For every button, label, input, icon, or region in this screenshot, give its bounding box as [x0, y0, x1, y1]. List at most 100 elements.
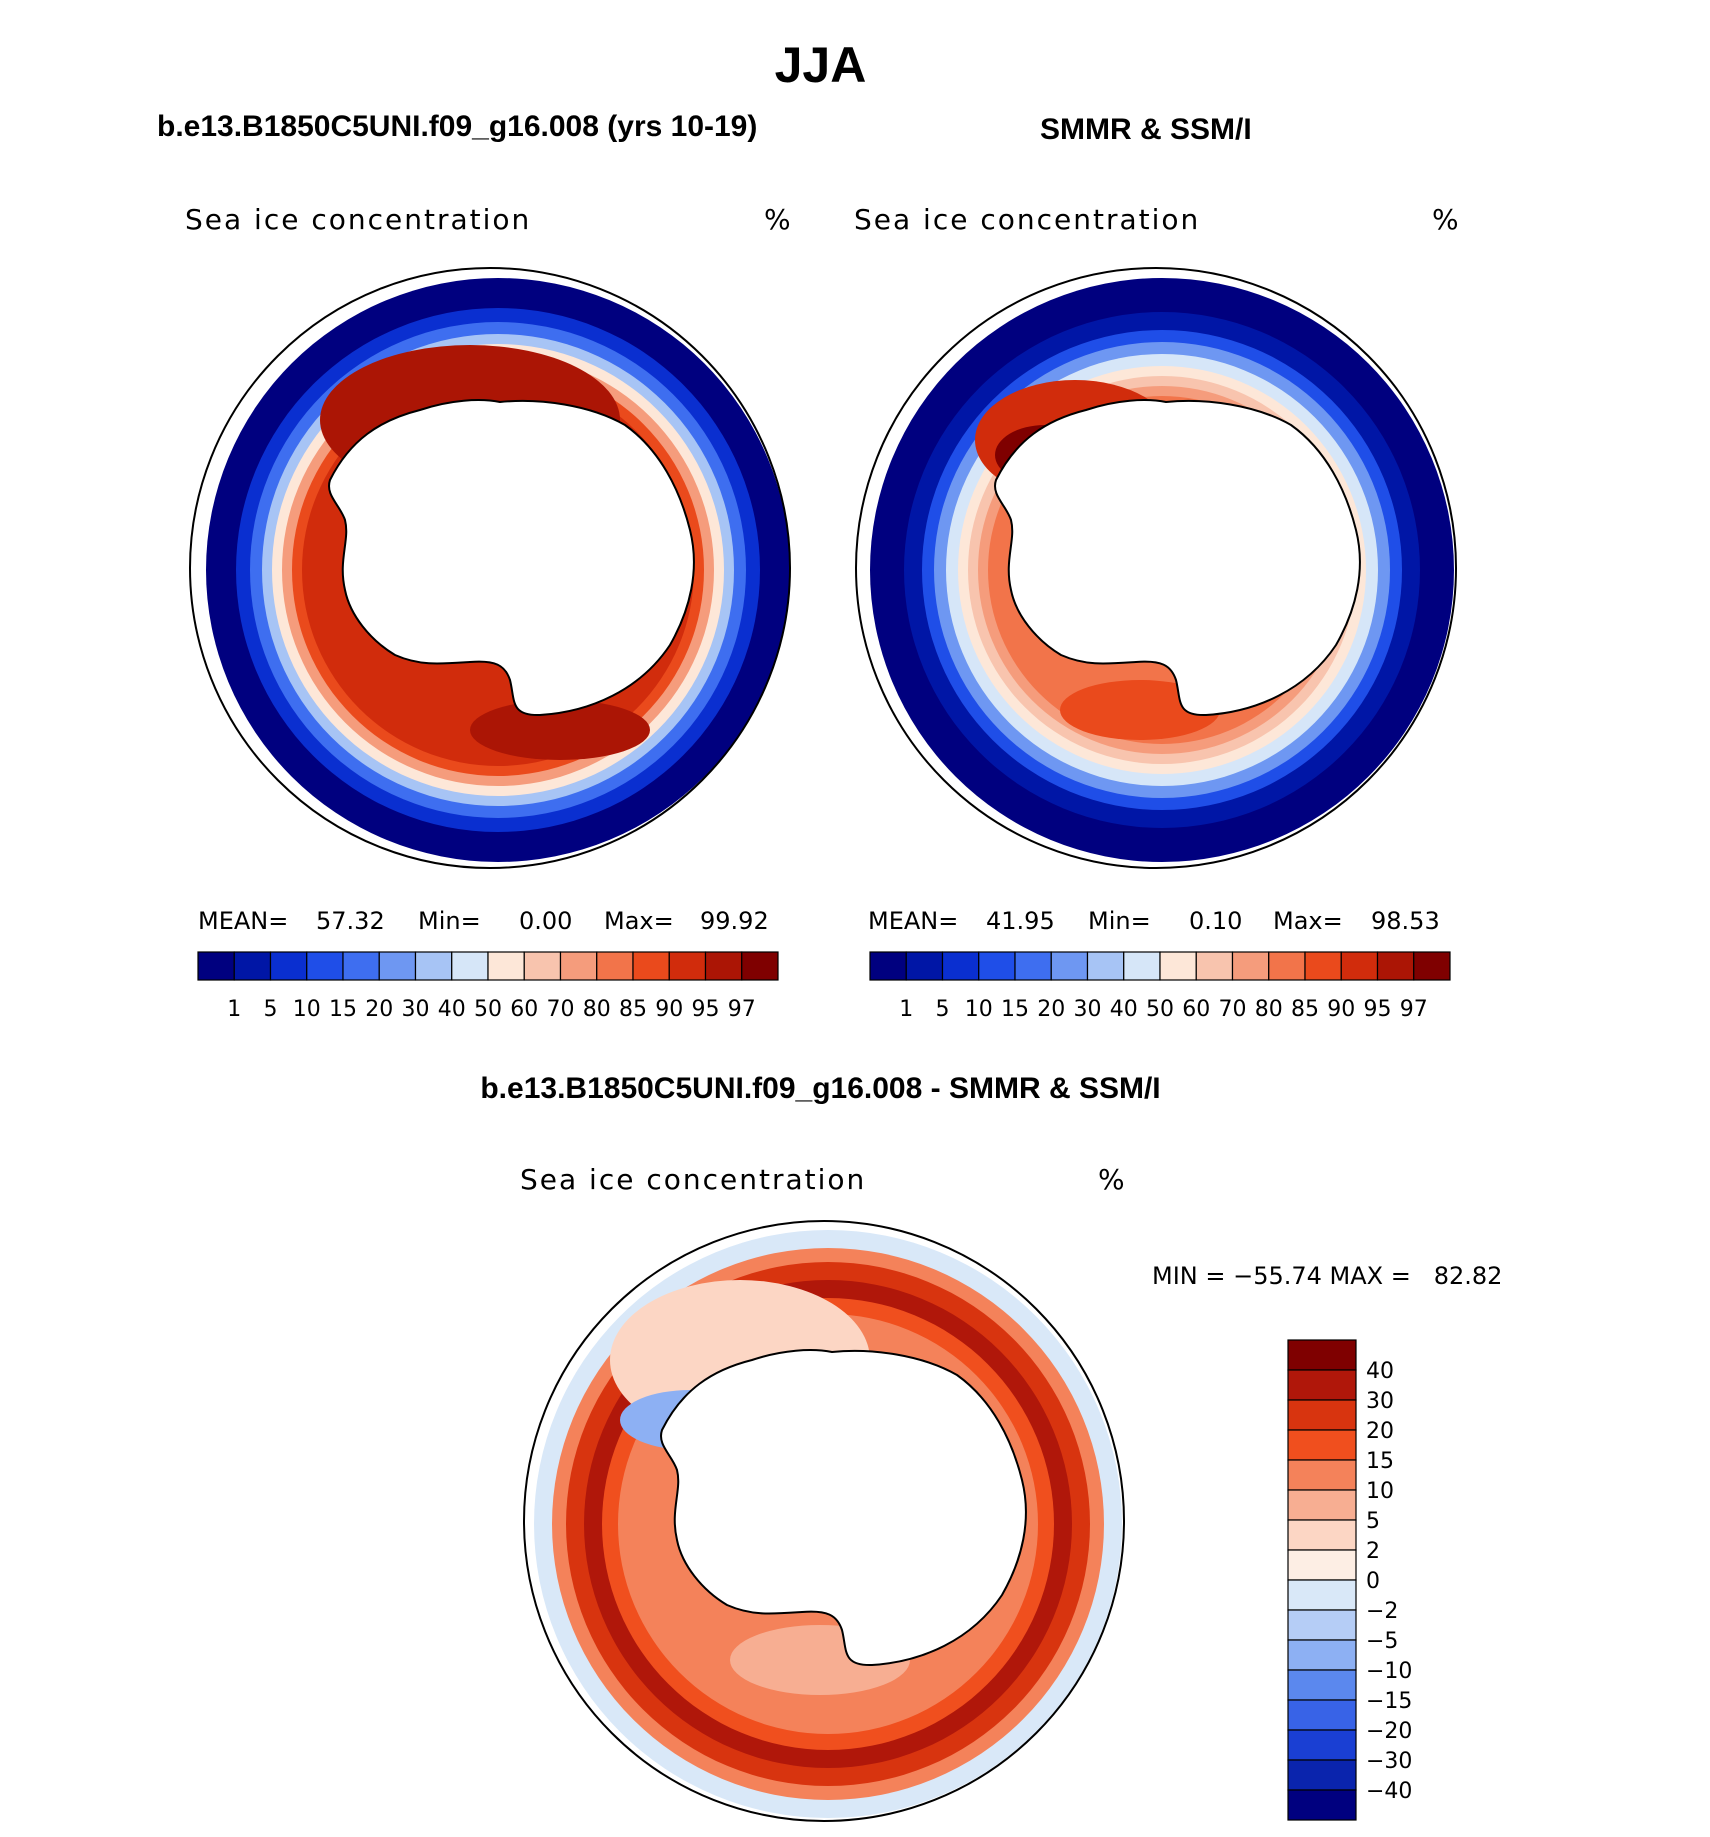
- panel2-colorbar-tick-label: 30: [1074, 997, 1102, 1022]
- diff-minmax: MIN = −55.74 MAX = 82.82: [1152, 1262, 1503, 1290]
- panel1-colorbar-swatch: [559, 951, 598, 981]
- panel1-colorbar-swatch: [632, 951, 670, 981]
- panel2-colorbar-swatch: [1268, 951, 1306, 981]
- panel1-units: %: [764, 203, 793, 236]
- diff-colorbar-swatch: [1287, 1579, 1357, 1611]
- panel1-colorbar-tick-label: 90: [655, 997, 683, 1022]
- diff-map: [523, 1220, 1125, 1822]
- panel2-colorbar-tick-label: 85: [1291, 997, 1319, 1022]
- panel2-colorbar-swatch: [978, 951, 1016, 981]
- panel2-colorbar-swatch: [1050, 951, 1089, 981]
- panel1-colorbar-swatch: [596, 951, 634, 981]
- panel1-case-title: b.e13.B1850C5UNI.f09_g16.008 (yrs 10-19): [157, 110, 758, 143]
- panel2-colorbar-swatch: [1086, 951, 1125, 981]
- panel1-colorbar-tick-label: 95: [692, 997, 720, 1022]
- panel1-colorbar-tick-label: 50: [474, 997, 502, 1022]
- diff-units: %: [1098, 1163, 1127, 1196]
- diff-colorbar-swatch: [1287, 1459, 1357, 1491]
- panel1-colorbar-swatch: [704, 951, 743, 981]
- diff-colorbar-tick-label: 0: [1366, 1569, 1380, 1594]
- panel2-max-value: 98.53: [1371, 907, 1440, 935]
- panel2-colorbar-tick-label: 20: [1037, 997, 1065, 1022]
- panel1-colorbar-tick-label: 1: [227, 997, 241, 1022]
- diff-colorbar-swatch: [1287, 1609, 1357, 1641]
- panel1-var-label: Sea ice concentration: [185, 203, 532, 236]
- panel1-colorbar-swatch: [342, 951, 380, 981]
- panel2-colorbar: 1 5 10 15 20 30 40 50 60 70 80 85 90 95 97: [869, 951, 1451, 1022]
- panel2-colorbar-swatch: [1159, 951, 1197, 981]
- panel2-colorbar-swatch: [905, 951, 944, 981]
- diff-colorbar-tick-label: 40: [1366, 1359, 1394, 1384]
- panel1-colorbar-swatch: [487, 951, 525, 981]
- panel2-colorbar-swatch: [1014, 951, 1052, 981]
- panel1-colorbar-swatch: [741, 951, 779, 981]
- panel2-map-border: [855, 267, 1457, 869]
- panel2-colorbar-tick-label: 1: [899, 997, 913, 1022]
- diff-colorbar-tick-label: 2: [1366, 1539, 1380, 1564]
- panel1-colorbar-tick-label: 85: [619, 997, 647, 1022]
- diff-colorbar-tick-label: 10: [1366, 1479, 1394, 1504]
- panel2-colorbar-swatch: [941, 951, 980, 981]
- panel2-colorbar-tick-label: 80: [1255, 997, 1283, 1022]
- panel2-colorbar-swatch: [869, 951, 907, 981]
- diff-colorbar-swatch: [1287, 1489, 1357, 1521]
- panel2-colorbar-swatch: [1195, 951, 1234, 981]
- panel1-colorbar-tick-label: 97: [728, 997, 756, 1022]
- diff-colorbar-swatch: [1287, 1789, 1357, 1821]
- panel1-colorbar-swatch: [523, 951, 562, 981]
- panel1-map-border: [189, 267, 791, 869]
- panel2-units: %: [1432, 203, 1461, 236]
- diff-colorbar-swatch: [1287, 1729, 1357, 1761]
- panel1-colorbar-swatch: [414, 951, 453, 981]
- panel2-antarctica-icon: [994, 399, 1361, 717]
- panel1-colorbar-tick-label: 80: [583, 997, 611, 1022]
- diff-colorbar-tick-label: −2: [1366, 1599, 1398, 1624]
- diff-colorbar-tick-label: −10: [1366, 1659, 1412, 1684]
- panel2-colorbar-tick-label: 95: [1364, 997, 1392, 1022]
- panel2-colorbar-swatch: [1304, 951, 1342, 981]
- panel1-colorbar-swatch: [197, 951, 235, 981]
- diff-colorbar-swatch: [1287, 1399, 1357, 1431]
- panel1-min-label: Min=: [418, 907, 481, 935]
- panel1-colorbar-tick-label: 60: [510, 997, 538, 1022]
- diff-colorbar-tick-label: 15: [1366, 1449, 1394, 1474]
- panel2-colorbar-swatch: [1340, 951, 1379, 981]
- diff-colorbar-swatch: [1287, 1339, 1357, 1371]
- panel1-colorbar-tick-label: 30: [402, 997, 430, 1022]
- diff-colorbar-swatch: [1287, 1699, 1357, 1731]
- panel2-min-label: Min=: [1088, 907, 1151, 935]
- panel1-mean-label: MEAN=: [198, 907, 289, 935]
- diff-colorbar-swatch: [1287, 1519, 1357, 1551]
- panel1-colorbar-tick-label: 40: [438, 997, 466, 1022]
- panel2-mean-value: 41.95: [986, 907, 1055, 935]
- panel2-colorbar-tick-label: 60: [1182, 997, 1210, 1022]
- panel2-map: [855, 267, 1457, 869]
- diff-colorbar-swatch: [1287, 1639, 1357, 1671]
- diff-colorbar-tick-label: 30: [1366, 1389, 1394, 1414]
- panel2-colorbar-tick-label: 50: [1146, 997, 1174, 1022]
- panel1-max-value: 99.92: [700, 907, 769, 935]
- panel2-colorbar-tick-label: 40: [1110, 997, 1138, 1022]
- panel2-colorbar-swatch: [1123, 951, 1161, 981]
- diff-colorbar-swatch: [1287, 1759, 1357, 1791]
- diff-colorbar-tick-label: −40: [1366, 1779, 1412, 1804]
- diff-colorbar-swatch: [1287, 1429, 1357, 1461]
- panel1-colorbar-tick-label: 5: [264, 997, 278, 1022]
- diff-colorbar-tick-label: −20: [1366, 1719, 1412, 1744]
- panel2-colorbar-tick-label: 15: [1001, 997, 1029, 1022]
- diff-colorbar-swatch: [1287, 1369, 1357, 1401]
- diff-colorbar-swatch: [1287, 1669, 1357, 1701]
- panel1-map: [189, 267, 791, 869]
- panel2-colorbar-tick-label: 97: [1400, 997, 1428, 1022]
- panel1-max-label: Max=: [604, 907, 674, 935]
- panel1-colorbar-swatch: [233, 951, 272, 981]
- panel2-mean-label: MEAN=: [868, 907, 959, 935]
- panel1-colorbar-tick-label: 10: [293, 997, 321, 1022]
- panel1-colorbar-swatch: [269, 951, 308, 981]
- panel2-colorbar-tick-label: 5: [936, 997, 950, 1022]
- diff-colorbar-tick-label: −15: [1366, 1689, 1412, 1714]
- diff-colorbar-swatch: [1287, 1549, 1357, 1581]
- panel2-colorbar-tick-label: 70: [1219, 997, 1247, 1022]
